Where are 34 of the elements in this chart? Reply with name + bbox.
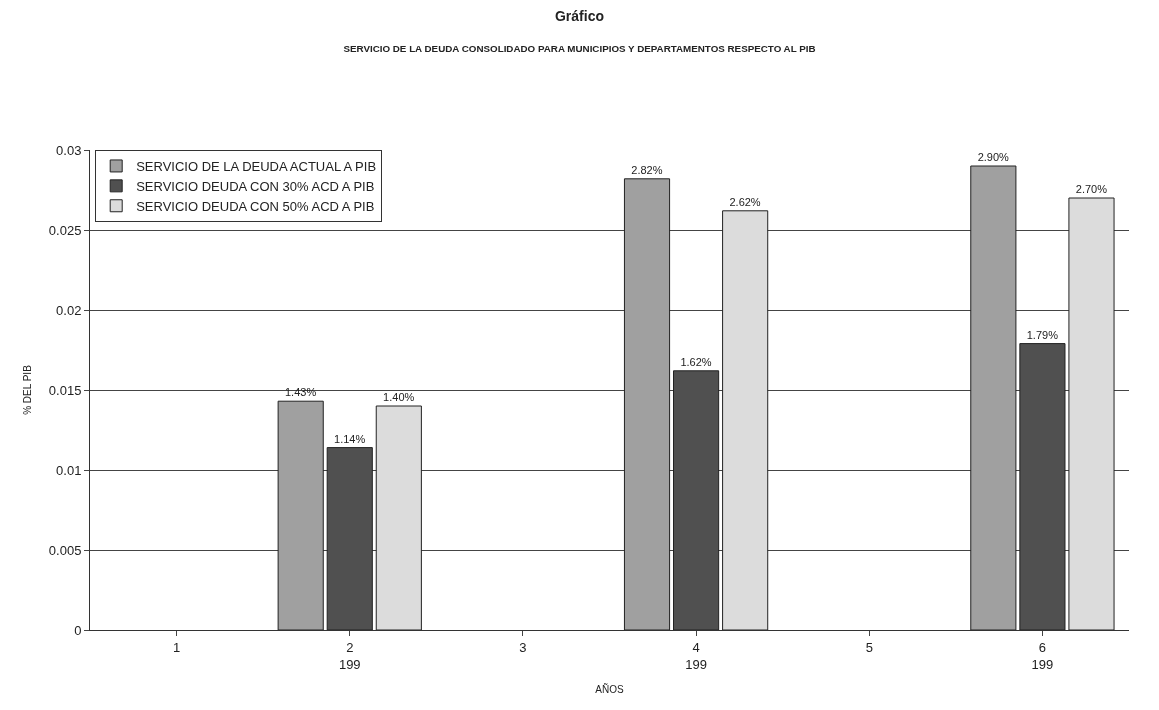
bar [1068,197,1115,630]
x-tick-label: 2 199 [338,639,361,672]
y-tick-label: 0.02 [56,302,82,318]
chart-subtitle: SERVICIO DE LA DEUDA CONSOLIDADO PARA MUNICIPIOS Y DEPARTAMENTOS RESPECTO AL PIB [343,42,816,54]
data-label: 2.90% [977,151,1010,163]
legend-label: SERVICIO DEUDA CON 50% ACD A PIB [136,198,375,214]
y-tick-label: 0.025 [48,222,82,238]
bar [277,400,324,630]
y-tick-label: 0.015 [48,382,82,398]
x-axis-title: AÑOS [595,683,624,695]
chart-title: Gráfico [554,8,605,25]
data-label: 1.14% [334,432,366,445]
x-tick-label: 6 199 [1031,639,1054,672]
legend-label: SERVICIO DE LA DEUDA ACTUAL A PIB [136,159,377,175]
data-label: 1.79% [1026,328,1059,341]
bar [623,178,671,630]
data-label: 2.70% [1075,183,1108,195]
y-tick-label: 0.01 [56,462,82,478]
y-tick-label: 0.03 [56,142,82,158]
x-tick-label: 1 [172,639,181,655]
bar [722,210,769,630]
data-label: 2.62% [729,195,761,208]
bar [970,165,1017,630]
y-tick-label: 0.005 [48,542,82,558]
bar [375,405,422,630]
data-label: 2.82% [631,163,663,176]
data-label: 1.40% [383,391,415,403]
y-axis-title: % DEL PIB [21,364,33,415]
x-tick-label: 4 199 [685,639,707,672]
y-tick-label: 0 [74,622,82,638]
x-tick-label: 3 [519,639,527,655]
legend-label: SERVICIO DEUDA CON 30% ACD A PIB [136,178,375,194]
data-label: 1.62% [680,355,712,368]
x-tick-label: 5 [865,639,873,655]
